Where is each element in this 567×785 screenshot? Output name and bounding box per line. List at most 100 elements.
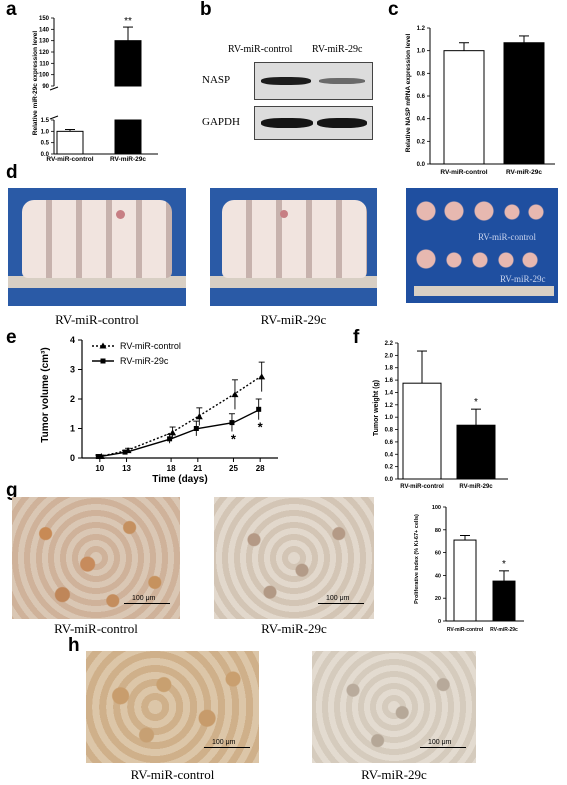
y-tick-label: 0.4 [385, 452, 394, 458]
panel-label-d: d [6, 162, 18, 183]
scalebar-label: 100 μm [326, 595, 350, 602]
y-tick-label: 100 [39, 73, 50, 79]
chart-a-significance: ** [124, 16, 132, 27]
scalebar-line [204, 747, 250, 748]
photo-tumors: RV-miR-control RV-miR-29c [406, 188, 558, 303]
blot-lane-label-29c: RV-miR-29c [312, 44, 363, 55]
y-tick-label: 3 [70, 365, 75, 375]
tumor-spot [280, 210, 288, 218]
series-line-RV-miR-control [99, 376, 261, 458]
significance-mark: * [474, 397, 478, 408]
y-tick-label: 0.0 [417, 162, 426, 168]
chart-f-ylabel: Tumor weight (g) [373, 380, 380, 436]
blot-lane-label-control: RV-miR-control [228, 44, 293, 55]
y-tick-label: 20 [435, 596, 441, 602]
y-tick-label: 150 [39, 16, 50, 22]
legend-29c: RV-miR-29c [120, 356, 169, 366]
blot-strip-nasp [254, 62, 373, 100]
chart-a-ylabel: Relative miR-29c expression level [32, 31, 39, 136]
bar-RV-miR-control [443, 50, 485, 165]
data-point-RV-miR-control [195, 413, 203, 420]
ruler [8, 276, 186, 288]
chart-f-xtick-0: RV-miR-control [400, 484, 444, 490]
data-point-RV-miR-29c [256, 406, 262, 412]
chart-g-xtick-1: RV-miR-29c [490, 627, 518, 633]
panel-label-b: b [200, 0, 212, 20]
ruler [210, 276, 377, 288]
chart-a-bars [56, 26, 142, 155]
panel-label-a: a [6, 0, 17, 20]
y-tick-label: 130 [39, 39, 50, 45]
y-tick-label: 0 [438, 619, 441, 625]
chart-a-xtick-0: RV-miR-control [46, 156, 93, 163]
data-point-RV-miR-29c [193, 426, 199, 431]
x-tick-label: 28 [256, 464, 265, 473]
y-tick-label: 60 [435, 551, 441, 557]
data-point-RV-miR-29c [122, 449, 128, 455]
chart-e-series: ** [95, 361, 266, 460]
data-point-RV-miR-control [231, 391, 239, 398]
scalebar-line [124, 603, 170, 604]
panel-label-h: h [68, 635, 80, 656]
axis-break-mark [49, 115, 59, 120]
ihc-g-29c: 100 μm [214, 497, 374, 619]
chart-f-xtick-1: RV-miR-29c [459, 484, 493, 490]
x-tick-label: 13 [122, 464, 131, 473]
caption-h-29c: RV-miR-29c [361, 767, 427, 782]
y-tick-label: 1 [70, 424, 75, 434]
blot-band-label-nasp: NASP [202, 74, 231, 86]
chart-a-xtick-1: RV-miR-29c [110, 156, 146, 163]
x-tick-label: 21 [193, 464, 202, 473]
y-tick-label: 1.6 [385, 378, 394, 384]
y-tick-label: 110 [39, 61, 49, 67]
y-tick-label: 0.6 [417, 94, 426, 100]
y-tick-label: 0.8 [417, 71, 426, 77]
y-tick-label: 0.0 [385, 477, 394, 483]
chart-g-ylabel: Proliferative index (% Ki-67+ cells) [414, 514, 420, 604]
scalebar-label: 100 μm [132, 595, 156, 602]
tumor-label-29c: RV-miR-29c [500, 274, 546, 284]
y-tick-label: 0.2 [385, 465, 394, 471]
caption-d-control: RV-miR-control [55, 312, 139, 327]
y-tick-label: 1.2 [417, 26, 426, 32]
y-tick-label: 0.6 [385, 440, 394, 446]
y-tick-label: 1.0 [41, 129, 50, 135]
blot-band-nasp-control [261, 77, 311, 85]
bar-RV-miR-29c-upper [114, 40, 142, 87]
x-tick-label: 10 [95, 464, 104, 473]
y-tick-label: 2 [70, 394, 75, 404]
panel-label-e: e [6, 327, 17, 348]
chart-f-bars: * [402, 350, 496, 480]
scalebar-line [420, 747, 466, 748]
y-tick-label: 140 [39, 27, 50, 33]
tumor-label-control: RV-miR-control [478, 232, 536, 242]
y-tick-label: 1.2 [385, 403, 394, 409]
axis-break-mark [49, 86, 59, 91]
chart-e-legend: RV-miR-control RV-miR-29c [92, 341, 181, 366]
chart-e: Tumor volume (cm³) Time (days) 0 1 2 3 4 10 13… [40, 335, 278, 485]
mouse-row [222, 200, 367, 278]
data-point-RV-miR-control [169, 429, 177, 436]
caption-d-29c: RV-miR-29c [260, 312, 327, 327]
y-tick-label: 4 [70, 335, 75, 345]
y-tick-label: 40 [435, 573, 441, 579]
bar-RV-miR-29c [503, 42, 545, 165]
y-tick-label: 90 [42, 84, 49, 90]
chart-c-xtick-0: RV-miR-control [440, 169, 487, 176]
blot-band-gapdh-29c [317, 118, 367, 128]
bar-RV-miR-29c [456, 424, 496, 480]
y-tick-label: 0.8 [385, 428, 394, 434]
photo-mice-29c [210, 188, 377, 306]
x-tick-label: 25 [229, 464, 238, 473]
caption-g-control: RV-miR-control [54, 621, 138, 636]
tumor-row-29c [416, 248, 546, 270]
chart-g-bars: * [453, 535, 516, 622]
series-line-RV-miR-29c [99, 408, 261, 458]
caption-g-29c: RV-miR-29c [261, 621, 327, 636]
chart-c-xtick-1: RV-miR-29c [506, 169, 542, 176]
data-point-RV-miR-control [258, 373, 266, 380]
bar-RV-miR-control [56, 130, 84, 155]
chart-a: Relative miR-29c expression level 0.0 0.5… [32, 16, 158, 163]
bar-RV-miR-control [402, 382, 442, 480]
photo-mice-control [8, 188, 186, 306]
